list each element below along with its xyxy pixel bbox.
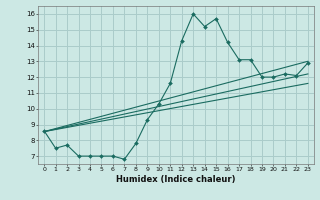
X-axis label: Humidex (Indice chaleur): Humidex (Indice chaleur) <box>116 175 236 184</box>
